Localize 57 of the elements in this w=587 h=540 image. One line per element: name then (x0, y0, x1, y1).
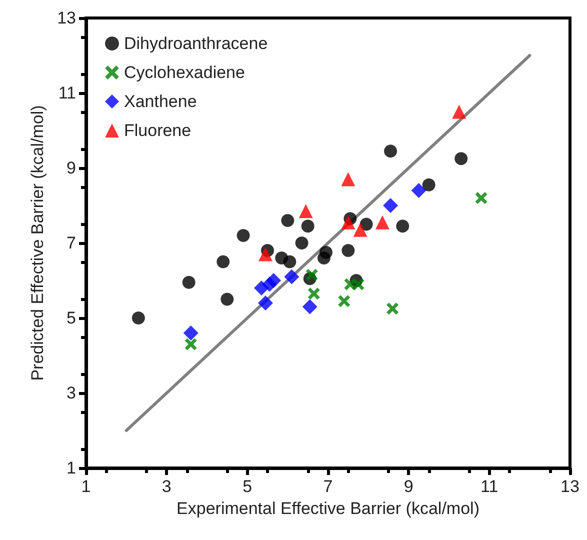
y-tick-label: 9 (66, 158, 76, 178)
x-tick-label: 13 (560, 477, 580, 496)
point (295, 236, 308, 250)
y-tick-label: 3 (66, 384, 76, 402)
point (342, 244, 355, 257)
point (184, 338, 197, 350)
x-tick-label: 11 (480, 477, 498, 496)
point (306, 268, 318, 281)
point (422, 178, 436, 192)
point (216, 255, 230, 268)
y-tick-label: 1 (66, 458, 76, 478)
point (283, 255, 296, 268)
x-tick-label: 9 (404, 477, 414, 496)
point (284, 269, 300, 284)
point (452, 104, 466, 119)
y-tick-label: 5 (66, 308, 76, 328)
point (258, 296, 273, 310)
point (236, 229, 250, 242)
point (353, 222, 368, 237)
point (375, 215, 390, 230)
point (182, 276, 196, 289)
legend-label: Xanthene (124, 92, 197, 111)
y-axis-title: Predicted Effective Barrier (kcal/mol) (28, 105, 48, 381)
point (302, 299, 318, 314)
point (258, 247, 272, 262)
point (319, 246, 332, 259)
x-tick-label: 3 (162, 477, 172, 496)
point (411, 183, 426, 198)
point (301, 220, 314, 233)
point (338, 295, 350, 308)
point (386, 302, 399, 315)
x-tick-label: 1 (81, 477, 91, 496)
point (384, 144, 398, 158)
x-tick-label: 7 (323, 477, 333, 496)
point (475, 192, 488, 204)
y-tick-label: 13 (57, 8, 76, 28)
point (454, 152, 468, 166)
point (383, 198, 398, 213)
point (341, 172, 356, 186)
point (220, 292, 234, 306)
point (396, 220, 410, 233)
y-tick-label: 7 (66, 234, 76, 252)
point (341, 215, 356, 230)
y-tick-label: 11 (58, 84, 76, 102)
point (183, 326, 198, 340)
x-tick-label: 5 (242, 477, 252, 496)
point (266, 273, 282, 288)
point (360, 218, 373, 231)
point (132, 312, 145, 324)
point (352, 278, 364, 290)
point (281, 214, 294, 227)
legend-label: Dihydroanthracene (124, 34, 268, 53)
point (298, 204, 313, 218)
x-axis-title: Experimental Effective Barrier (kcal/mol) (176, 498, 480, 518)
legend-label: Fluorene (124, 121, 192, 140)
legend-label: Cyclohexadiene (124, 63, 245, 82)
point (308, 288, 320, 300)
